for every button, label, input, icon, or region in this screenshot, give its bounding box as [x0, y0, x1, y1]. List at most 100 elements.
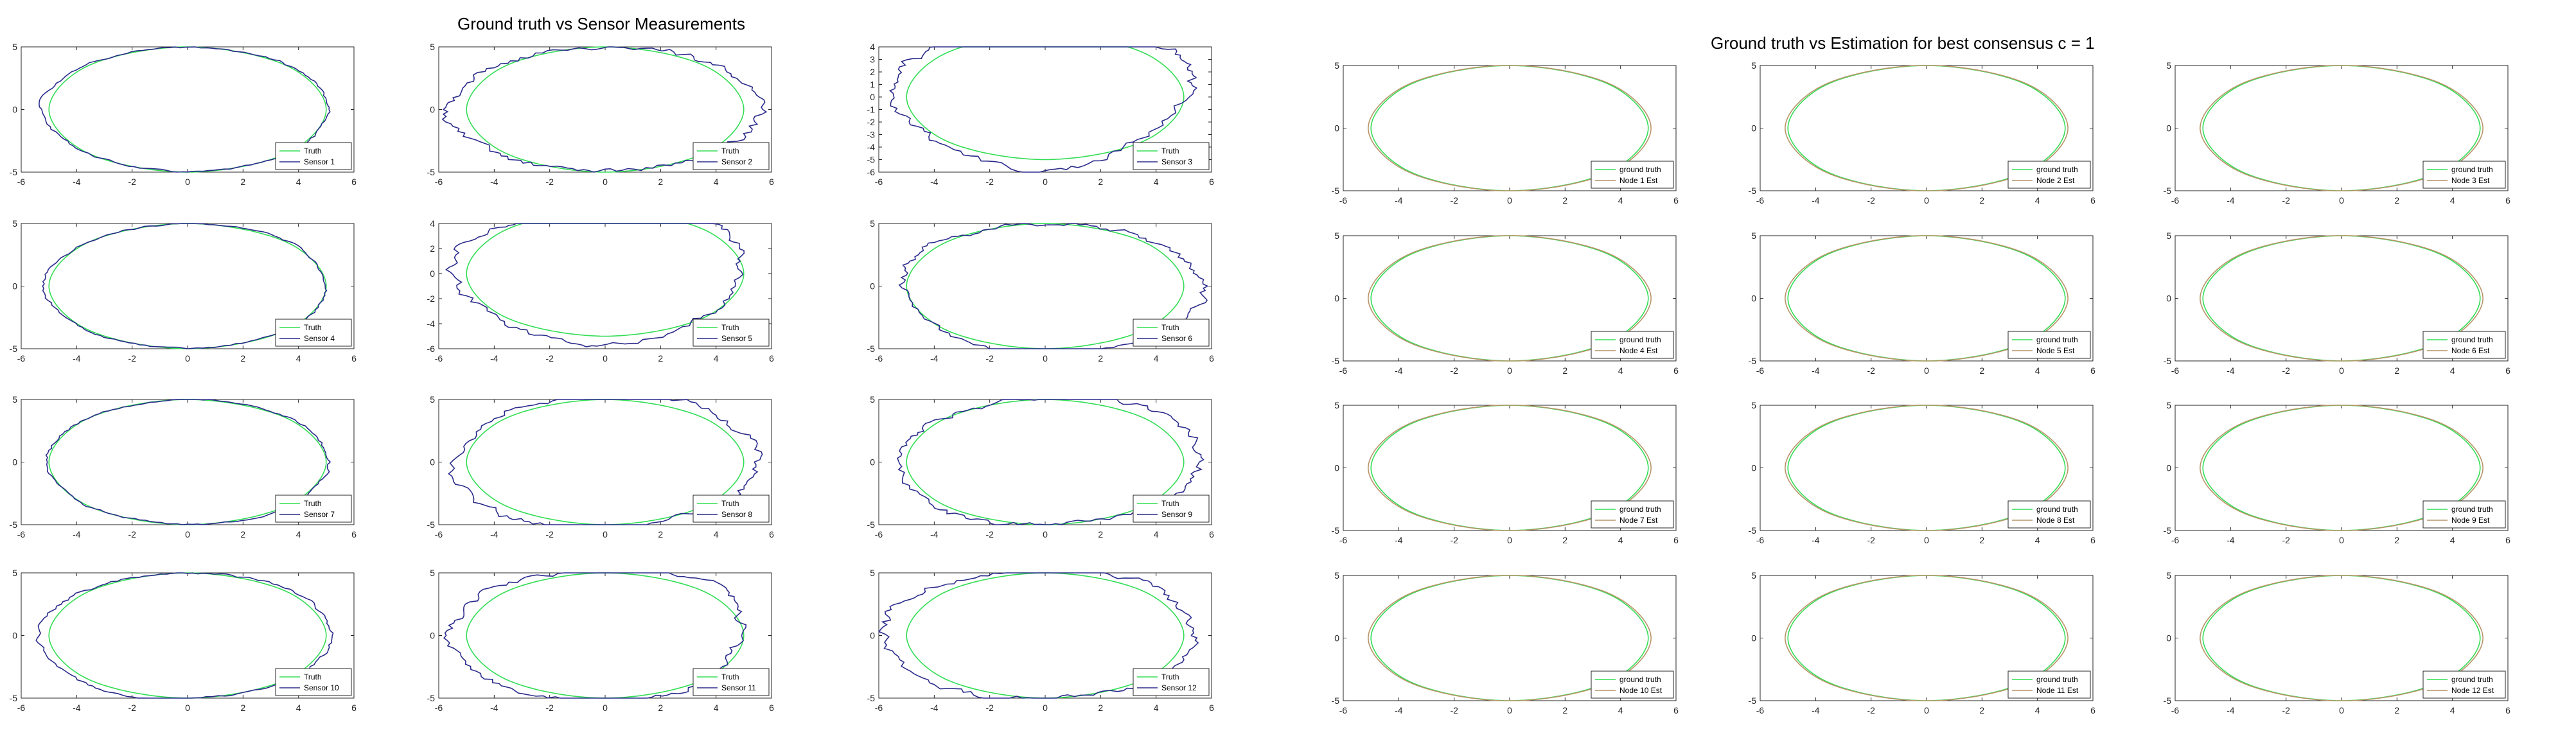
x-tick-label: -6 [1756, 705, 1765, 715]
y-tick-label: 0 [1751, 123, 1756, 134]
x-tick-label: 2 [658, 703, 663, 713]
series-line-truth [906, 399, 1185, 525]
x-tick-label: 4 [1618, 195, 1623, 206]
x-tick-label: 6 [2505, 535, 2510, 545]
x-tick-label: 0 [1507, 365, 1512, 376]
legend-box [2422, 331, 2506, 359]
y-tick-label: -4 [427, 319, 436, 329]
y-tick-label: -2 [867, 117, 876, 127]
x-tick-label: 4 [2035, 195, 2040, 206]
legend-label: Truth [721, 146, 739, 155]
x-tick-label: 0 [2339, 705, 2344, 715]
y-tick-label: 2 [870, 67, 875, 77]
x-tick-label: -4 [2227, 535, 2235, 545]
x-tick-label: 6 [769, 177, 774, 187]
y-tick-label: 0 [430, 631, 435, 641]
x-tick-label: 2 [1098, 177, 1103, 187]
legend-label: Truth [721, 323, 739, 332]
legend-box [693, 495, 770, 523]
x-tick-label: -2 [545, 703, 554, 713]
y-tick-label: -5 [1332, 525, 1340, 536]
x-tick-label: 4 [1618, 535, 1623, 545]
series-line-measurement [1784, 405, 2069, 531]
x-tick-label: -2 [2282, 705, 2290, 715]
y-tick-label: 3 [870, 55, 875, 65]
legend-label: ground truth [2036, 505, 2078, 514]
series-line-measurement [1367, 65, 1652, 191]
x-tick-label: -4 [1395, 535, 1403, 545]
subplot-21: -6 -4 -2 0 2 4 6 -5 0 5 ground truth Node 9 Est [2164, 400, 2511, 545]
legend-label: Truth [1161, 146, 1179, 155]
legend: Truth Sensor 12 [1133, 668, 1210, 696]
x-tick-label: 2 [2394, 535, 2399, 545]
y-tick-label: 0 [870, 631, 875, 641]
legend-box [2007, 161, 2091, 189]
y-tick-label: 5 [430, 394, 435, 405]
x-tick-label: -6 [2171, 705, 2180, 715]
x-tick-label: -6 [17, 529, 26, 539]
y-tick-label: 0 [870, 281, 875, 292]
legend-label: Node 7 Est [1619, 516, 1658, 525]
x-tick-label: -2 [985, 353, 994, 364]
x-tick-label: 6 [351, 529, 357, 539]
legend: ground truth Node 4 Est [1591, 331, 1674, 359]
x-tick-label: 0 [185, 529, 190, 539]
y-tick-label: 5 [1334, 60, 1339, 71]
x-tick-label: 2 [1562, 195, 1567, 206]
legend-label: Sensor 3 [1161, 157, 1192, 166]
y-tick-label: 0 [430, 457, 435, 468]
x-tick-label: 6 [769, 529, 774, 539]
y-tick-label: -5 [427, 520, 436, 530]
legend-box [693, 668, 770, 696]
x-tick-label: 2 [1979, 535, 1984, 545]
legend-label: Sensor 7 [304, 510, 335, 519]
series-line-measurement [39, 46, 331, 173]
x-tick-label: -6 [435, 529, 443, 539]
x-tick-label: 0 [2339, 195, 2344, 206]
x-tick-label: 4 [1154, 177, 1159, 187]
x-tick-label: 6 [351, 703, 357, 713]
y-tick-label: -5 [1749, 525, 1757, 536]
y-tick-label: 4 [430, 218, 435, 229]
y-tick-label: 4 [870, 42, 875, 52]
x-tick-label: 0 [185, 353, 190, 364]
legend-label: Sensor 8 [721, 510, 752, 519]
subplot-22: -6 -4 -2 0 2 4 6 -5 0 5 ground truth Node 10 Est [1332, 570, 1679, 715]
x-tick-label: -4 [73, 353, 81, 364]
legend-label: Truth [304, 146, 322, 155]
y-tick-label: 5 [1334, 570, 1339, 581]
legend-label: Sensor 4 [304, 334, 335, 343]
x-tick-label: 0 [1507, 195, 1512, 206]
legend-label: Sensor 9 [1161, 510, 1192, 519]
x-tick-label: -4 [1812, 535, 1820, 545]
y-tick-label: 0 [2166, 463, 2171, 473]
x-tick-label: 6 [2090, 705, 2095, 715]
x-tick-label: -4 [73, 177, 81, 187]
x-tick-label: -4 [1812, 195, 1820, 206]
subplot-1: -6 -4 -2 0 2 4 6 -5 0 5 Truth Sensor 1 [10, 42, 357, 187]
legend-label: ground truth [2451, 335, 2493, 344]
legend: ground truth Node 12 Est [2422, 670, 2506, 699]
y-tick-label: 5 [2166, 400, 2171, 410]
subplot-13: -6 -4 -2 0 2 4 6 -5 0 5 ground truth Node 1 Est [1332, 60, 1679, 206]
legend: ground truth Node 5 Est [2007, 331, 2091, 359]
x-tick-label: 0 [1507, 535, 1512, 545]
x-tick-label: 4 [1154, 529, 1159, 539]
y-tick-label: -5 [867, 693, 876, 703]
series-line-measurement [2199, 235, 2483, 362]
x-tick-label: 6 [2090, 535, 2095, 545]
legend-label: Truth [1161, 672, 1179, 681]
y-tick-label: 5 [430, 42, 435, 52]
x-tick-label: 2 [1979, 705, 1984, 715]
series-line-measurement [878, 572, 1199, 699]
y-tick-label: 1 [870, 80, 875, 90]
legend-box [1133, 668, 1210, 696]
legend-label: ground truth [2036, 165, 2078, 174]
legend: Truth Sensor 11 [693, 668, 770, 696]
y-tick-label: 5 [2166, 60, 2171, 71]
legend: Truth Sensor 2 [693, 142, 770, 170]
y-tick-label: 0 [12, 105, 17, 115]
y-tick-label: 0 [12, 457, 17, 468]
y-tick-label: 0 [870, 457, 875, 468]
y-tick-label: -5 [1749, 696, 1757, 706]
